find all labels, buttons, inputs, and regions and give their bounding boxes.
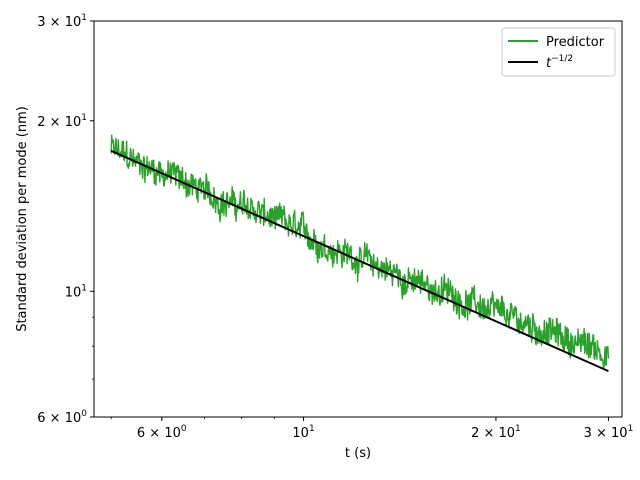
x-tick-label: 101	[292, 424, 314, 441]
y-axis-label: Standard deviation per mode (nm)	[15, 106, 30, 332]
y-tick-label: 101	[65, 283, 87, 300]
legend-predictor-label: Predictor	[546, 35, 605, 50]
legend-power-law-exponent: −1/2	[551, 54, 573, 64]
y-tick-label: 2 × 101	[37, 113, 87, 130]
x-tick-label: 3 × 101	[584, 424, 634, 441]
y-tick-label: 6 × 100	[37, 409, 87, 426]
y-tick-label: 3 × 101	[37, 13, 87, 30]
plot-frame	[93, 20, 623, 418]
x-axis-label: t (s)	[345, 446, 371, 461]
axis-ticks: 6 × 100 101 2 × 101 3 × 101 6 × 100 101 2 × 10…	[37, 13, 633, 441]
legend: Predictor t−1/2	[501, 27, 616, 77]
x-tick-label: 2 × 101	[471, 424, 521, 441]
plot-area	[110, 134, 610, 373]
legend-power-law-label: t−1/2	[546, 54, 573, 71]
series-power-law-line	[110, 149, 609, 373]
legend-power-law-base: t	[546, 56, 552, 71]
series-predictor-line	[110, 134, 610, 369]
x-tick-label: 6 × 100	[137, 424, 187, 441]
